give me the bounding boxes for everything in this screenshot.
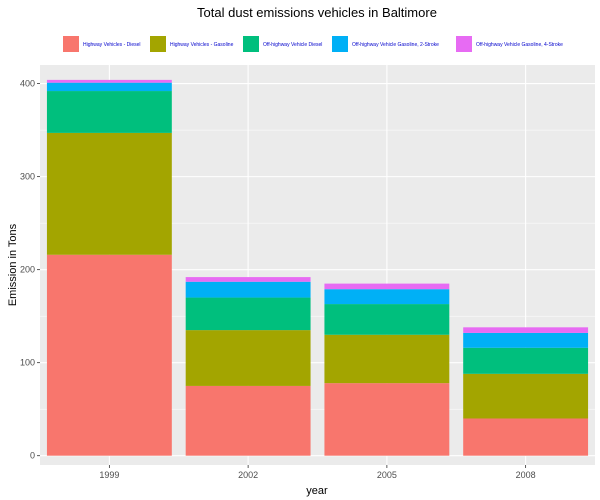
bar-segment bbox=[324, 334, 450, 384]
bar-segment bbox=[463, 347, 589, 374]
y-tick-label: 400 bbox=[20, 79, 35, 89]
bars bbox=[46, 79, 589, 456]
x-tick-label: 2002 bbox=[238, 470, 258, 480]
bar-segment bbox=[463, 373, 589, 419]
bar-segment bbox=[324, 283, 450, 290]
bar-segment bbox=[324, 383, 450, 456]
bar-segment bbox=[185, 330, 311, 386]
chart-title: Total dust emissions vehicles in Baltimo… bbox=[197, 5, 437, 20]
bar-segment bbox=[46, 132, 172, 255]
bar-segment bbox=[463, 332, 589, 348]
legend-key bbox=[332, 36, 348, 52]
x-tick-label: 2008 bbox=[516, 470, 536, 480]
legend-key bbox=[150, 36, 166, 52]
bar-segment bbox=[185, 297, 311, 331]
x-axis-title: year bbox=[306, 485, 328, 497]
x-axis: 1999 2002 2005 2008 bbox=[99, 465, 536, 480]
legend-label: Off-highway Vehicle Gasoline, 4-Stroke bbox=[476, 42, 563, 48]
bar-segment bbox=[463, 418, 589, 456]
bar-segment bbox=[324, 289, 450, 305]
legend-label: Highway Vehicles - Diesel bbox=[83, 42, 141, 48]
legend-key bbox=[243, 36, 259, 52]
legend-key bbox=[456, 36, 472, 52]
bar-segment bbox=[463, 327, 589, 333]
bar-segment bbox=[324, 304, 450, 335]
legend-key bbox=[63, 36, 79, 52]
legend-label: Off-highway Vehicle Gasoline, 2-Stroke bbox=[352, 42, 439, 48]
bar-segment bbox=[46, 254, 172, 456]
y-tick-label: 300 bbox=[20, 172, 35, 182]
bar-segment bbox=[46, 91, 172, 133]
x-tick-label: 1999 bbox=[99, 470, 119, 480]
legend-label: Off-highway Vehicle Diesel bbox=[263, 42, 322, 48]
y-tick-label: 0 bbox=[30, 451, 35, 461]
y-tick-label: 200 bbox=[20, 265, 35, 275]
y-tick-label: 100 bbox=[20, 358, 35, 368]
bar-segment bbox=[46, 82, 172, 92]
x-tick-label: 2005 bbox=[377, 470, 397, 480]
y-axis: 0 100 200 300 400 bbox=[20, 79, 40, 461]
y-axis-title: Emission in Tons bbox=[7, 223, 19, 306]
legend: Highway Vehicles - Diesel Highway Vehicle… bbox=[63, 36, 563, 52]
bar-segment bbox=[185, 281, 311, 298]
legend-label: Highway Vehicles - Gasoline bbox=[170, 42, 234, 48]
bar-segment bbox=[185, 385, 311, 456]
bar-segment bbox=[46, 79, 172, 83]
bar-segment bbox=[185, 277, 311, 282]
